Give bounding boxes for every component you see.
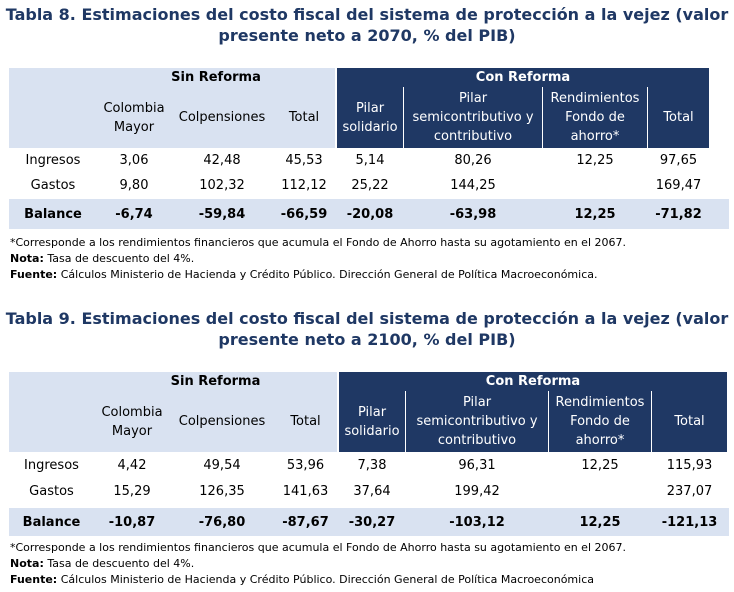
table-cell: -103,12 xyxy=(449,514,505,530)
table8-title-line2: presente neto a 2070, % del PIB) xyxy=(218,26,516,45)
table-cell: 5,14 xyxy=(355,153,385,168)
table9-title-line1: Tabla 9. Estimaciones del costo fiscal d… xyxy=(5,309,729,328)
table9-col-colpensiones: Colpensiones xyxy=(170,391,274,452)
table-cell: 7,38 xyxy=(357,457,387,473)
table8-col-total-con: Total xyxy=(648,87,709,148)
table8-col-total-sin: Total xyxy=(273,87,335,148)
table-cell: 42,48 xyxy=(203,153,241,168)
table-cell: 4,42 xyxy=(117,457,147,473)
table9-corner xyxy=(9,372,94,452)
table-cell: 49,54 xyxy=(203,457,241,473)
table8-group-con-reforma: Con Reforma xyxy=(337,68,709,87)
table-cell: 12,25 xyxy=(574,206,616,222)
table9-col-pilar-solidario: Pilar solidario xyxy=(339,391,405,452)
table9-col-rendimientos: Rendimientos Fondo de ahorro* xyxy=(549,391,651,452)
table-cell: 97,65 xyxy=(659,153,698,168)
table8-header-divider xyxy=(542,87,543,148)
table-cell: 237,07 xyxy=(666,483,713,499)
table-cell: -121,13 xyxy=(661,514,718,530)
table8-header-divider xyxy=(647,87,648,148)
table9-title-line2: presente neto a 2100, % del PIB) xyxy=(218,330,516,349)
table-cell: 126,35 xyxy=(199,483,245,499)
table8-corner xyxy=(9,68,97,148)
table9-header-divider xyxy=(405,391,406,452)
table9-header-divider xyxy=(651,391,652,452)
table9-fuente: Fuente: Cálculos Ministerio de Hacienda … xyxy=(10,573,594,586)
table-cell: 141,63 xyxy=(282,483,329,499)
table9-nota: Nota: Tasa de descuento del 4%. xyxy=(10,557,195,570)
table-cell: -10,87 xyxy=(108,514,156,530)
table9-col-total-sin: Total xyxy=(274,391,337,452)
table-cell xyxy=(549,478,651,504)
table9-footnote: *Corresponde a los rendimientos financie… xyxy=(10,541,626,554)
table-cell: -87,67 xyxy=(282,514,329,530)
table9-group-con-reforma: Con Reforma xyxy=(339,372,727,391)
table-cell: -66,59 xyxy=(280,206,328,222)
table-cell: 25,22 xyxy=(351,177,389,193)
table-cell: 169,47 xyxy=(655,177,702,193)
table8-title: Tabla 8. Estimaciones del costo fiscal d… xyxy=(0,4,734,46)
table8-header-divider xyxy=(403,87,404,148)
table-cell: 115,93 xyxy=(666,457,713,473)
table-cell: -30,27 xyxy=(348,514,396,530)
table9-header-divider xyxy=(548,391,549,452)
table9-group-sin-reforma: Sin Reforma xyxy=(94,372,337,391)
table9: Sin Reforma Con Reforma Colombia Mayor C… xyxy=(9,372,729,538)
table-cell: 80,26 xyxy=(454,153,492,168)
table9-row-label: Gastos xyxy=(29,483,74,499)
table9-header-divider xyxy=(337,372,339,452)
table8-col-colombia-mayor: Colombia Mayor xyxy=(97,87,171,148)
table8-group-sin-reforma: Sin Reforma xyxy=(97,68,335,87)
table-cell: -76,80 xyxy=(198,514,246,530)
table8-col-pilar-semi: Pilar semicontributivo y contributivo xyxy=(404,87,542,148)
table-cell: -6,74 xyxy=(115,206,153,222)
table-cell: -71,82 xyxy=(655,206,702,222)
table-cell: 53,96 xyxy=(286,457,325,473)
table9-col-pilar-semi: Pilar semicontributivo y contributivo xyxy=(406,391,548,452)
table8-row-label: Balance xyxy=(24,206,82,222)
table8-nota: Nota: Tasa de descuento del 4%. xyxy=(10,252,195,265)
table-cell: -20,08 xyxy=(346,206,394,222)
table8-balance-row xyxy=(9,199,729,229)
table-cell: 12,25 xyxy=(581,457,619,473)
table8-col-colpensiones: Colpensiones xyxy=(171,87,273,148)
table8-header-divider xyxy=(335,68,337,148)
table9-title: Tabla 9. Estimaciones del costo fiscal d… xyxy=(0,308,734,350)
table-cell: 12,25 xyxy=(579,514,621,530)
table-cell: 15,29 xyxy=(113,483,151,499)
table9-row-label: Balance xyxy=(22,514,81,530)
table9-row-label: Ingresos xyxy=(24,457,79,473)
table8-col-pilar-solidario: Pilar solidario xyxy=(337,87,403,148)
table-cell: 102,32 xyxy=(199,177,245,193)
table-cell: 3,06 xyxy=(119,153,149,168)
table8-fuente: Fuente: Cálculos Ministerio de Hacienda … xyxy=(10,268,598,281)
table8-row-label: Gastos xyxy=(30,177,76,193)
table-cell: 12,25 xyxy=(576,153,614,168)
table-cell: 45,53 xyxy=(285,153,323,168)
table8-footnote: *Corresponde a los rendimientos financie… xyxy=(10,236,626,249)
table8-col-rendimientos: Rendimientos Fondo de ahorro* xyxy=(543,87,647,148)
table-cell: 112,12 xyxy=(281,177,327,193)
table-cell: 199,42 xyxy=(454,483,500,499)
table-cell xyxy=(543,173,647,197)
table-cell: -59,84 xyxy=(198,206,246,222)
table-cell: 37,64 xyxy=(353,483,391,499)
table-cell: 9,80 xyxy=(119,177,149,193)
table9-balance-row xyxy=(9,508,729,536)
table-cell: -63,98 xyxy=(449,206,497,222)
table9-col-colombia-mayor: Colombia Mayor xyxy=(94,391,170,452)
table-cell: 144,25 xyxy=(450,177,496,193)
table-cell: 96,31 xyxy=(458,457,496,473)
table8-row-label: Ingresos xyxy=(25,153,81,168)
table8-title-line1: Tabla 8. Estimaciones del costo fiscal d… xyxy=(5,5,729,24)
table8: Sin Reforma Con Reforma Colombia Mayor C… xyxy=(9,68,729,230)
table9-col-total-con: Total xyxy=(652,391,727,452)
